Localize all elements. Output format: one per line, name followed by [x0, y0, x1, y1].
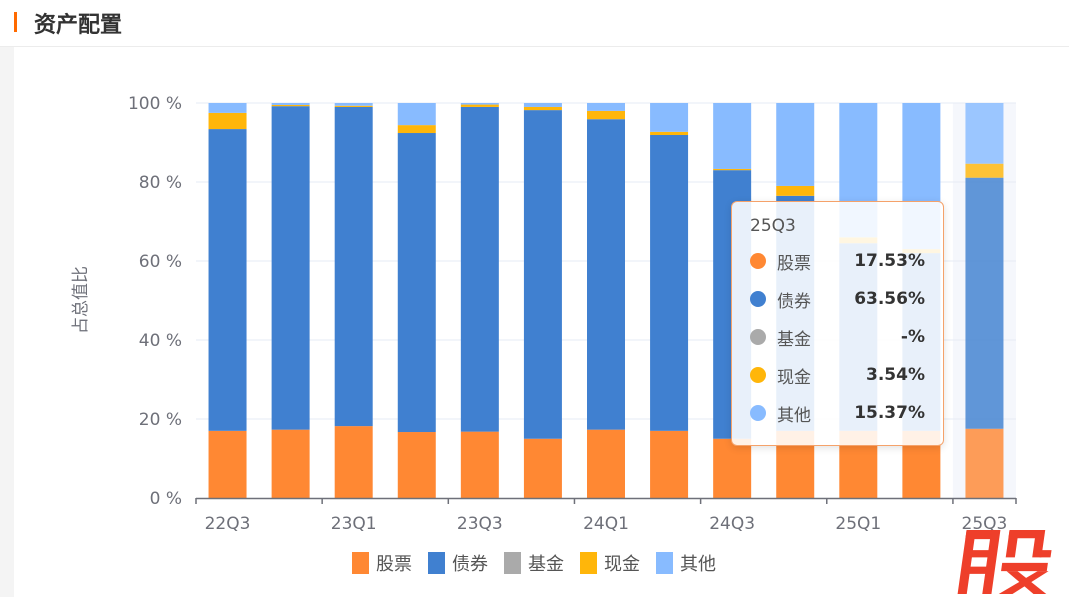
- tooltip-series-name: 股票: [777, 253, 811, 274]
- bar-segment[interactable]: [587, 119, 625, 430]
- section-header: 资产配置: [0, 0, 1069, 47]
- bar-segment[interactable]: [523, 106, 562, 111]
- tooltip-row: 股票 17.53%: [750, 242, 925, 280]
- bar-segment[interactable]: [460, 104, 499, 107]
- legend-label: 股票: [376, 554, 412, 575]
- bar-segment[interactable]: [208, 129, 247, 431]
- legend-item[interactable]: 现金: [580, 550, 640, 576]
- series-dot-icon: [750, 405, 766, 421]
- series-dot-icon: [750, 329, 766, 345]
- watermark-logo: [957, 530, 1052, 594]
- bar-segment[interactable]: [713, 168, 752, 171]
- tooltip-series-value: 63.56%: [854, 289, 925, 309]
- bar-segment[interactable]: [713, 438, 752, 498]
- y-axis-title: 占总值比: [71, 266, 91, 334]
- tooltip-series-value: 3.54%: [866, 365, 925, 385]
- bar-segment[interactable]: [397, 125, 436, 134]
- bar-segment[interactable]: [965, 163, 1004, 178]
- legend-swatch: [352, 552, 369, 574]
- bar-segment[interactable]: [397, 103, 436, 126]
- tooltip-row: 基金 -%: [750, 318, 925, 356]
- bar-segment[interactable]: [713, 103, 752, 169]
- tooltip-series-name: 基金: [777, 329, 811, 350]
- bar-segment[interactable]: [397, 133, 436, 433]
- bar-segment[interactable]: [965, 177, 1004, 429]
- bar-segment[interactable]: [397, 432, 436, 498]
- legend-label: 基金: [528, 554, 564, 575]
- bar-segment[interactable]: [776, 185, 815, 196]
- x-tick-label: 25Q1: [835, 514, 881, 534]
- bar-segment[interactable]: [650, 103, 689, 132]
- bar-segment[interactable]: [208, 112, 247, 130]
- bar-segment[interactable]: [650, 430, 689, 498]
- bar-segment[interactable]: [965, 103, 1004, 164]
- bar-segment[interactable]: [776, 103, 815, 186]
- bar-segment[interactable]: [965, 428, 1004, 498]
- tooltip-series-value: 15.37%: [854, 403, 925, 423]
- legend-item[interactable]: 股票: [352, 550, 412, 576]
- bar-segment[interactable]: [271, 104, 310, 107]
- chart-tooltip: 25Q3 股票 17.53% 债券 63.56% 基金 -% 现金 3.54% 其他 15.37%: [731, 201, 944, 446]
- tooltip-row: 现金 3.54%: [750, 356, 925, 394]
- series-dot-icon: [750, 253, 766, 269]
- bar-segment[interactable]: [523, 103, 562, 107]
- x-tick-label: 24Q3: [709, 514, 755, 534]
- accent-bar: [14, 12, 17, 32]
- legend-item[interactable]: 其他: [656, 550, 716, 576]
- tooltip-row: 债券 63.56%: [750, 280, 925, 318]
- chart-legend: 股票 债券 基金 现金 其他: [352, 550, 732, 576]
- legend-label: 现金: [604, 554, 640, 575]
- bar-segment[interactable]: [334, 106, 373, 427]
- bar-segment[interactable]: [208, 430, 247, 498]
- series-dot-icon: [750, 367, 766, 383]
- bar-segment[interactable]: [271, 429, 310, 498]
- y-tick-label: 0 %: [150, 489, 182, 509]
- bar-segment[interactable]: [460, 431, 499, 498]
- bar-segment[interactable]: [650, 134, 689, 431]
- legend-label: 其他: [680, 554, 716, 575]
- section-title: 资产配置: [34, 13, 123, 38]
- legend-swatch: [580, 552, 597, 574]
- legend-swatch: [428, 552, 445, 574]
- bar-segment[interactable]: [650, 131, 689, 135]
- tooltip-row: 其他 15.37%: [750, 394, 925, 432]
- x-tick-label: 25Q3: [962, 514, 1008, 534]
- bar-segment[interactable]: [334, 103, 373, 106]
- bar-segment[interactable]: [208, 103, 247, 113]
- bar-segment[interactable]: [460, 106, 499, 432]
- tooltip-series-name: 债券: [777, 291, 811, 312]
- tooltip-series-value: -%: [900, 327, 925, 347]
- tooltip-title: 25Q3: [750, 216, 796, 236]
- tooltip-series-name: 现金: [777, 367, 811, 388]
- bar-segment[interactable]: [271, 103, 310, 105]
- bar-segment[interactable]: [523, 438, 562, 498]
- bar-segment[interactable]: [587, 103, 625, 111]
- legend-item[interactable]: 基金: [504, 550, 564, 576]
- bar-segment[interactable]: [587, 429, 625, 498]
- y-tick-label: 40 %: [139, 331, 182, 351]
- y-tick-label: 60 %: [139, 252, 182, 272]
- bar-segment[interactable]: [460, 103, 499, 105]
- legend-label: 债券: [452, 554, 488, 575]
- x-tick-label: 23Q1: [331, 514, 377, 534]
- bar-segment[interactable]: [334, 426, 373, 498]
- tooltip-series-name: 其他: [777, 405, 811, 426]
- x-tick-label: 22Q3: [205, 514, 251, 534]
- bar-segment[interactable]: [334, 105, 373, 107]
- x-tick-label: 23Q3: [457, 514, 503, 534]
- bar-segment[interactable]: [523, 110, 562, 439]
- bar-segment[interactable]: [587, 110, 625, 120]
- tooltip-series-value: 17.53%: [854, 251, 925, 271]
- x-tick-label: 24Q1: [583, 514, 629, 534]
- bar-segment[interactable]: [271, 106, 310, 430]
- legend-item[interactable]: 债券: [428, 550, 488, 576]
- y-tick-label: 80 %: [139, 173, 182, 193]
- legend-swatch: [504, 552, 521, 574]
- series-dot-icon: [750, 291, 766, 307]
- y-tick-label: 100 %: [128, 94, 182, 114]
- legend-swatch: [656, 552, 673, 574]
- y-tick-label: 20 %: [139, 410, 182, 430]
